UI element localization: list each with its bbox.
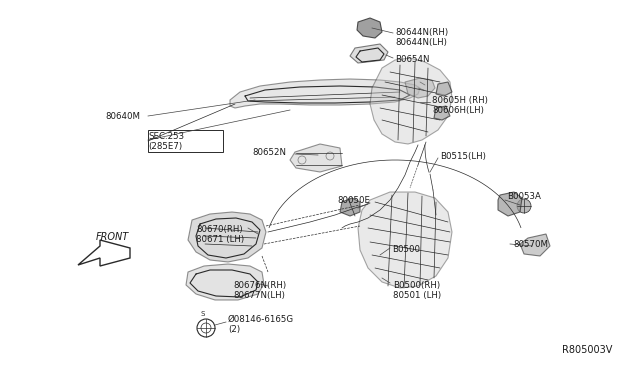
Polygon shape [340, 198, 360, 216]
Text: 80676N(RH)
80677N(LH): 80676N(RH) 80677N(LH) [233, 281, 286, 301]
Text: S: S [201, 311, 205, 317]
Polygon shape [498, 192, 522, 216]
Text: B0654N: B0654N [395, 55, 429, 64]
Bar [148, 130, 223, 152]
Polygon shape [434, 106, 450, 120]
Text: B0500(RH)
80501 (LH): B0500(RH) 80501 (LH) [393, 281, 441, 301]
Polygon shape [350, 44, 388, 63]
Polygon shape [436, 82, 452, 96]
Text: 80570M: 80570M [513, 240, 548, 249]
Polygon shape [230, 79, 420, 108]
Text: R805003V: R805003V [562, 345, 612, 355]
Polygon shape [370, 58, 452, 144]
Polygon shape [520, 234, 550, 256]
Text: B0053A: B0053A [507, 192, 541, 201]
Polygon shape [290, 144, 342, 172]
Text: Ø08146-6165G
(2): Ø08146-6165G (2) [228, 315, 294, 334]
Text: FRONT: FRONT [96, 232, 129, 242]
Polygon shape [357, 18, 382, 38]
Text: SEC.253
(285E7): SEC.253 (285E7) [148, 132, 184, 151]
Text: 80640M: 80640M [105, 112, 140, 121]
Polygon shape [405, 78, 435, 98]
Polygon shape [188, 212, 266, 262]
Text: 80644N(RH)
80644N(LH): 80644N(RH) 80644N(LH) [395, 28, 448, 47]
Text: 80050E: 80050E [337, 196, 370, 205]
Text: B0515(LH): B0515(LH) [440, 152, 486, 161]
Text: B0500: B0500 [392, 245, 420, 254]
Polygon shape [358, 192, 452, 288]
Polygon shape [78, 240, 130, 266]
Text: 80652N: 80652N [252, 148, 286, 157]
Text: 80670(RH)
80671 (LH): 80670(RH) 80671 (LH) [196, 225, 244, 244]
Circle shape [517, 199, 531, 213]
Text: 80605H (RH)
80606H(LH): 80605H (RH) 80606H(LH) [432, 96, 488, 115]
Polygon shape [186, 264, 264, 300]
